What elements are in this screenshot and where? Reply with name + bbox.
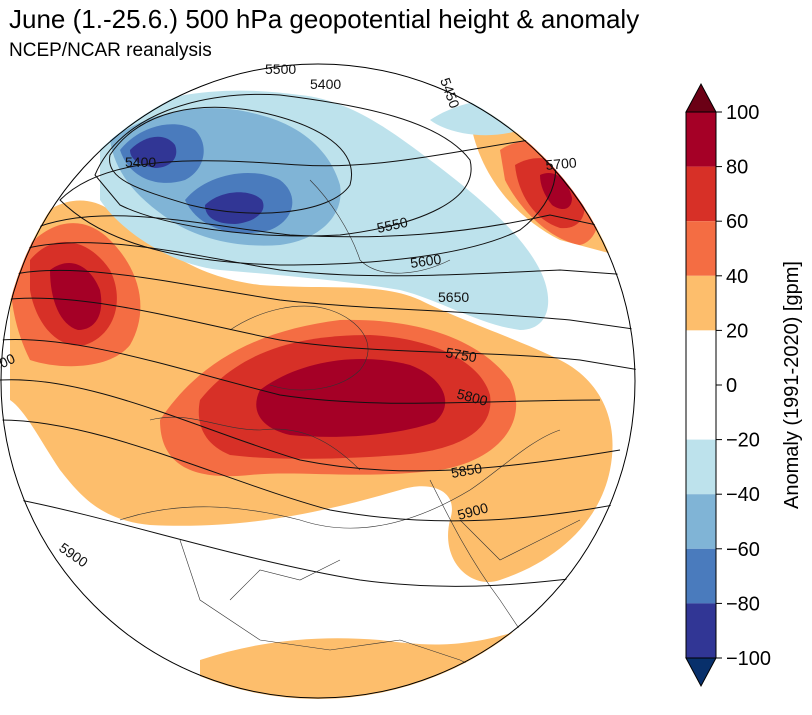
colorbar-over-arrow: [685, 82, 717, 113]
colorbar-tick-label: 0: [726, 375, 737, 397]
anomaly-positive-80: [50, 172, 572, 437]
colorbar-tick-label: −100: [726, 648, 771, 670]
page-subtitle: NCEP/NCAR reanalysis: [9, 40, 212, 61]
colorbar-swatch: [686, 166, 716, 222]
colorbar-tick-label: −40: [726, 484, 760, 506]
page-title: June (1.-25.6.) 500 hPa geopotential hei…: [9, 4, 640, 34]
colorbar-tick-label: 20: [726, 320, 748, 342]
contour-label: 5800: [455, 385, 489, 409]
colorbar-tick-label: −80: [726, 593, 760, 615]
contour-label: 5900: [456, 499, 490, 523]
contour-label: 5700: [545, 154, 578, 173]
colorbar-swatch: [686, 330, 716, 385]
contour-label: 5400: [125, 154, 156, 170]
colorbar-swatches: [686, 112, 716, 658]
contour-label: 5650: [438, 289, 469, 305]
colorbar-swatch: [686, 385, 716, 440]
contour-label: 5750: [444, 344, 478, 365]
colorbar-swatch: [686, 603, 716, 658]
colorbar-tick-label: 80: [726, 157, 748, 179]
colorbar-swatch: [686, 221, 716, 276]
contour-label: 5600: [409, 251, 442, 271]
colorbar-tick-label: −60: [726, 539, 760, 561]
colorbar-swatch: [686, 439, 716, 495]
colorbar-ticks: 100 80 60 40 20 0 −20 −40 −60 −80 −100: [716, 102, 771, 670]
height-contours: [0, 93, 636, 587]
colorbar-under-arrow: [685, 657, 717, 688]
colorbar-swatch: [686, 494, 716, 549]
colorbar-tick-label: 60: [726, 211, 748, 233]
contour-label: 5550: [375, 214, 409, 236]
anomaly-negative-80: [130, 136, 264, 224]
colorbar-swatch: [686, 548, 716, 604]
contour-label: 5500: [265, 61, 296, 77]
colorbar-label: Anomaly (1991-2020) [gpm]: [781, 261, 803, 509]
contour-labels: 5500 5400 5450 5400 5550 5600 5650 5700 …: [0, 61, 578, 570]
colorbar-swatch: [686, 112, 716, 167]
colorbar-tick-label: 40: [726, 266, 748, 288]
colorbar-swatch: [686, 275, 716, 331]
colorbar-tick-label: 100: [726, 102, 759, 124]
contour-label: 5850: [450, 460, 484, 481]
contour-label: 5400: [310, 76, 341, 92]
colorbar-tick-label: −20: [726, 430, 760, 452]
